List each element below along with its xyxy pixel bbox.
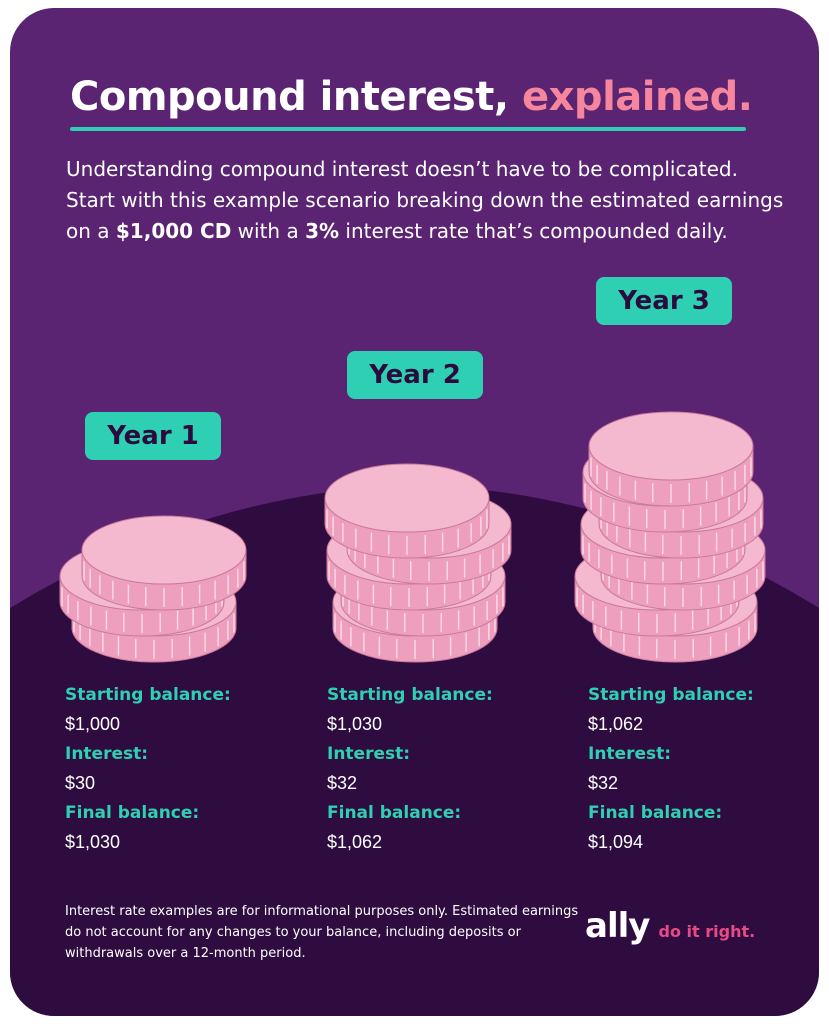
year-2-badge: Year 2 — [347, 351, 483, 399]
interest-label: Interest: — [588, 744, 672, 764]
starting-balance-value: $1,000 — [65, 714, 121, 734]
starting-balance-value: $1,030 — [327, 714, 383, 734]
year-2-stats: Starting balance: $1,030 Interest: $32 F… — [327, 680, 493, 857]
interest-value: $32 — [588, 773, 619, 793]
year-1-stats: Starting balance: $1,000 Interest: $30 F… — [65, 680, 231, 857]
starting-balance-label: Starting balance: — [327, 685, 493, 705]
final-balance-label: Final balance: — [65, 803, 200, 823]
title-main: Compound interest, — [70, 74, 509, 120]
coin-stack-year-3 — [574, 411, 766, 663]
final-balance-value: $1,030 — [65, 832, 121, 852]
interest-label: Interest: — [327, 744, 411, 764]
coin-stacks — [59, 411, 766, 663]
coin-face — [324, 463, 490, 533]
interest-value: $32 — [327, 773, 358, 793]
intro-paragraph: Understanding compound interest doesn’t … — [66, 154, 786, 247]
starting-balance-value: $1,062 — [588, 714, 644, 734]
page-title: Compound interest, explained. — [70, 74, 753, 120]
intro-text-3: interest rate that’s compounded daily. — [339, 219, 728, 243]
intro-text-2: with a — [231, 219, 306, 243]
year-3-badge: Year 3 — [596, 277, 732, 325]
year-3-stats: Starting balance: $1,062 Interest: $32 F… — [588, 680, 754, 857]
coin — [324, 463, 490, 559]
coin — [81, 515, 247, 611]
disclaimer-footnote: Interest rate examples are for informati… — [65, 904, 579, 961]
final-balance-value: $1,062 — [327, 832, 383, 852]
final-balance-label: Final balance: — [327, 803, 462, 823]
ally-logo-tagline: do it right. — [658, 922, 756, 941]
ally-logo: ally do it right. — [585, 906, 755, 946]
title-underline — [70, 127, 746, 131]
final-balance-label: Final balance: — [588, 803, 723, 823]
intro-cd-amount: $1,000 CD — [115, 219, 232, 243]
coin-face — [81, 515, 247, 585]
intro-text-1: Understanding compound interest doesn’t … — [66, 157, 784, 243]
coin — [588, 411, 754, 507]
infographic-card: Compound interest, explained. Understand… — [10, 8, 819, 1016]
interest-label: Interest: — [65, 744, 149, 764]
starting-balance-label: Starting balance: — [588, 685, 754, 705]
ally-logo-wordmark: ally — [585, 906, 650, 946]
year-1-badge: Year 1 — [85, 412, 221, 460]
coin-face — [588, 411, 754, 481]
coin-stack-year-1 — [59, 515, 247, 663]
interest-value: $30 — [65, 773, 96, 793]
final-balance-value: $1,094 — [588, 832, 644, 852]
title-accent: explained. — [522, 74, 753, 120]
intro-rate: 3% — [305, 219, 340, 243]
coin-stack-year-2 — [324, 463, 512, 663]
starting-balance-label: Starting balance: — [65, 685, 231, 705]
